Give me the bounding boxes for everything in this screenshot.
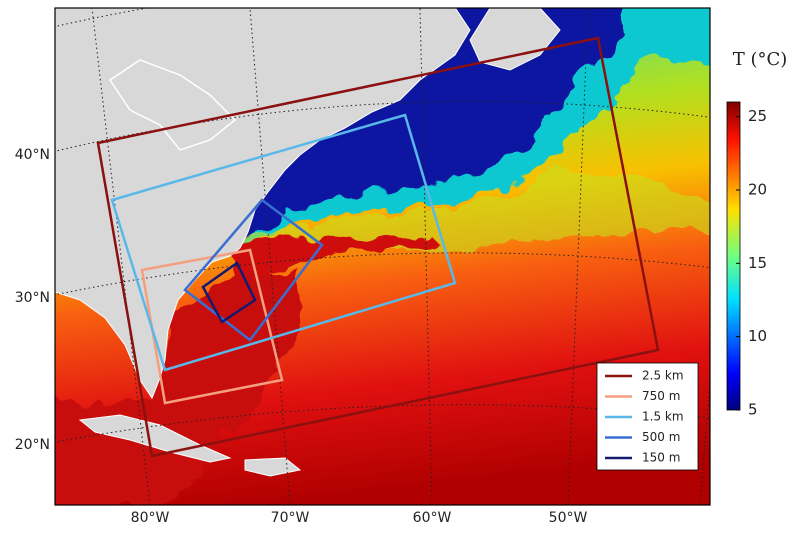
legend-label: 500 m — [642, 430, 680, 444]
legend-label: 150 m — [642, 451, 680, 465]
newfoundland — [469, 8, 561, 71]
map-frame — [54, 7, 711, 506]
hispaniola — [244, 457, 302, 477]
great-lakes — [108, 59, 237, 151]
lat-label: 20°N — [15, 437, 50, 453]
lon-label: 80°W — [131, 510, 170, 526]
colorbar — [726, 101, 741, 411]
colorbar-tick-label: 5 — [748, 401, 758, 419]
lat-label: 30°N — [15, 290, 50, 306]
colorbar-tick-label: 10 — [748, 327, 767, 345]
colorbar-tick-label: 20 — [748, 181, 767, 199]
legend-label: 750 m — [642, 389, 680, 403]
colorbar-title: T (°C) — [733, 49, 788, 70]
domain-box — [110, 113, 457, 372]
legend-label: 2.5 km — [642, 369, 684, 383]
legend-label: 1.5 km — [642, 410, 684, 424]
colorbar-tick-label: 25 — [748, 107, 767, 125]
colorbar-ticks: 5 10 15 20 25 — [736, 107, 767, 419]
graticule-labels: 20°N 30°N 40°N 80°W 70°W 60°W 50°W — [15, 147, 588, 526]
lon-label: 50°W — [549, 510, 588, 526]
domain-box — [201, 261, 257, 324]
domain-box — [183, 198, 324, 342]
lon-label: 60°W — [413, 510, 452, 526]
lon-label: 70°W — [271, 510, 310, 526]
legend: 2.5 km 750 m 1.5 km 500 m 150 m — [596, 362, 699, 471]
domain-box — [96, 36, 660, 458]
colorbar-tick-label: 15 — [748, 254, 767, 272]
domain-boxes — [96, 36, 660, 458]
sst-field — [55, 8, 710, 505]
lat-label: 40°N — [15, 147, 50, 163]
